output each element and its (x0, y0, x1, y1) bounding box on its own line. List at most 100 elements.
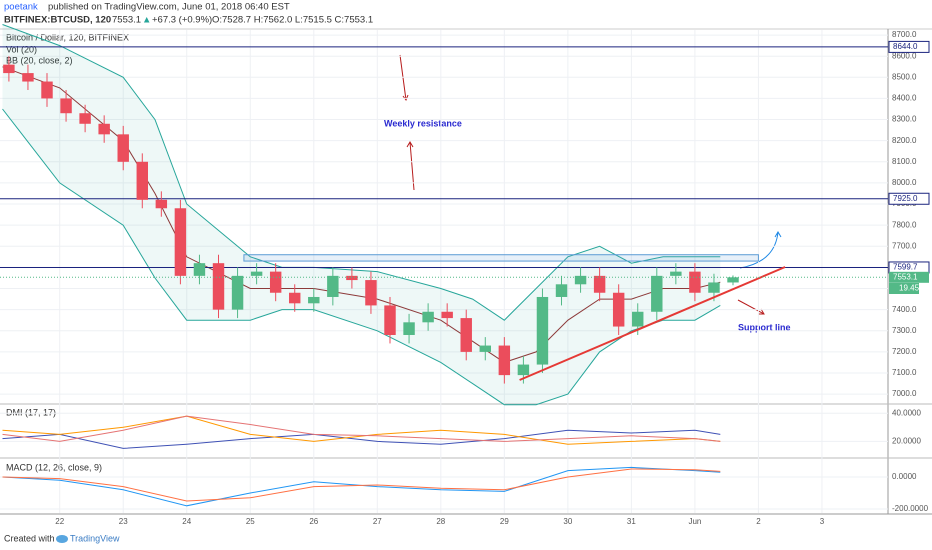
pane-title: MACD (12, 26, close, 9) (6, 462, 102, 472)
arrow (737, 299, 765, 315)
indicator-line (2, 415, 721, 442)
candle-body (231, 275, 244, 310)
candle-body (670, 271, 682, 276)
candle-body (632, 311, 644, 327)
annotation: Support line (738, 322, 791, 332)
x-tick-label: 2 (756, 517, 761, 526)
chart-title: Bitcoin / Dollar, 120, BITFINEX (6, 32, 129, 42)
x-tick-label: Jun (688, 517, 701, 526)
candle-body (269, 271, 282, 293)
y-tick-label: 8400.0 (892, 94, 917, 103)
candle-body (250, 271, 263, 276)
zone (243, 254, 759, 262)
footer-brand[interactable]: TradingView (70, 533, 120, 543)
arrow: ▲ (142, 15, 151, 26)
candle-body (212, 263, 225, 310)
level-label: 7925.0 (893, 194, 918, 203)
indicator-line (2, 429, 721, 449)
logo (56, 535, 68, 543)
pane-title: DMI (17, 17) (6, 407, 56, 417)
y-tick-label: 7100.0 (892, 368, 917, 377)
x-tick-label: 24 (182, 517, 191, 526)
candle-body (574, 275, 587, 285)
candle-body (403, 322, 415, 335)
annotation: Weekly resistance (384, 118, 462, 128)
ohlc: O:7528.7 H:7562.0 L:7515.5 C:7553.1 (212, 15, 373, 26)
candle-body (498, 345, 511, 376)
indicator-line (2, 466, 721, 507)
y-tick-label: 7400.0 (892, 305, 917, 314)
candle-body (689, 271, 701, 293)
indicator-label: Vol (20) (6, 44, 37, 54)
arrow (406, 141, 415, 191)
candle-body (193, 263, 206, 276)
trend-line (519, 266, 786, 381)
level-label: 8644.0 (893, 42, 918, 51)
y-tick-label: 7200.0 (892, 347, 917, 356)
y-tick-label: 7700.0 (892, 241, 917, 250)
candle-body (708, 282, 720, 293)
x-tick-label: 28 (436, 517, 445, 526)
x-tick-label: 29 (500, 517, 509, 526)
x-tick-label: 26 (309, 517, 318, 526)
band-line (2, 108, 721, 406)
last-price-box (889, 271, 929, 283)
candle-body (117, 134, 129, 162)
band-basis (2, 66, 721, 363)
candle-body (174, 208, 187, 276)
x-tick-label: 30 (563, 517, 572, 526)
arrow (739, 231, 782, 269)
vol-label: 19.45 (899, 284, 920, 293)
x-tick-label: 3 (820, 517, 825, 526)
candle-body (593, 275, 606, 293)
symbol: BITFINEX:BTCUSD, 120 (4, 15, 111, 26)
candle-body (41, 81, 53, 99)
y-tick-label: 8000.0 (892, 178, 917, 187)
x-tick-label: 25 (246, 517, 255, 526)
x-tick-label: 22 (55, 517, 64, 526)
candle-body (460, 318, 472, 352)
candle-body (327, 275, 339, 297)
candle-body (612, 292, 625, 327)
candle-body (60, 98, 72, 114)
y-tick-label: 20.0000 (892, 437, 921, 446)
indicator-line (2, 468, 721, 502)
candle-body (365, 280, 377, 306)
candle-body (479, 345, 492, 352)
candle-body (441, 311, 453, 319)
candle-body (79, 113, 91, 124)
y-tick-label: 8300.0 (892, 115, 917, 124)
candle-body (727, 277, 739, 283)
candle-body (536, 296, 549, 365)
last: 7553.1 (112, 15, 141, 26)
y-tick-label: 8500.0 (892, 72, 917, 81)
candle-body (422, 311, 434, 323)
candle-body (22, 73, 34, 82)
footer-created: Created with (4, 533, 55, 543)
candle-body (155, 199, 168, 209)
x-tick-label: 31 (627, 517, 636, 526)
y-tick-label: 8200.0 (892, 136, 917, 145)
candle-body (98, 123, 110, 135)
y-tick-label: 8700.0 (892, 30, 917, 39)
y-tick-label: 7300.0 (892, 326, 917, 335)
y-tick-label: 8600.0 (892, 51, 917, 60)
author[interactable]: poetank (4, 2, 38, 13)
y-tick-label: 8100.0 (892, 157, 917, 166)
candle-body (555, 284, 568, 297)
level-label-box (888, 40, 930, 53)
last-price-label: 7553.1 (893, 272, 918, 281)
level-label: 7599.7 (893, 263, 918, 272)
arrows (399, 54, 765, 315)
candle-body (384, 305, 396, 335)
indicator-label: BB (20, close, 2) (6, 55, 73, 65)
vol-label-box (889, 283, 919, 294)
candle-body (308, 296, 320, 304)
change: +67.3 (+0.9%) (152, 15, 212, 26)
candle-body (346, 275, 358, 281)
candle-body (136, 161, 148, 200)
published: published on TradingView.com, June 01, 2… (48, 2, 290, 13)
